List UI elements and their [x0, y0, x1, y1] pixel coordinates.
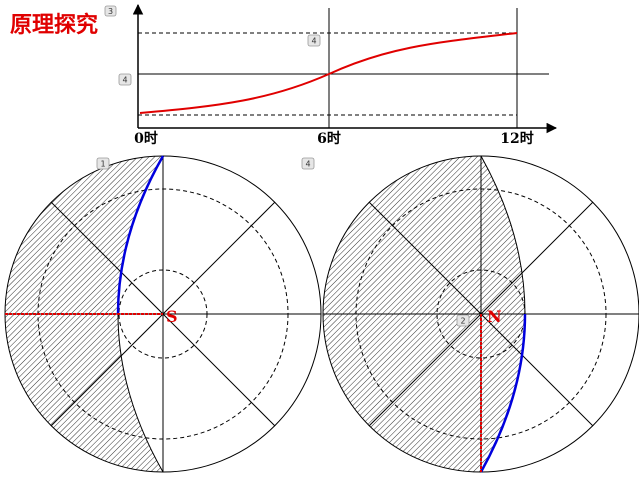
graph [132, 3, 558, 134]
svg-text:4: 4 [305, 160, 310, 169]
badge: 4 [118, 73, 132, 86]
badge: 3 [104, 5, 117, 17]
left-circle [4, 155, 322, 473]
x-label: 6时 [317, 130, 341, 147]
x-label: 12时 [500, 130, 533, 147]
title: 原理探究 [10, 12, 98, 38]
svg-text:4: 4 [122, 76, 127, 85]
x-label: 0时 [134, 130, 158, 147]
svg-text:3: 3 [108, 7, 113, 16]
badge: 2 [456, 314, 470, 327]
svg-text:1: 1 [100, 160, 105, 169]
right-circle [322, 155, 639, 473]
pole-label: S [166, 307, 178, 326]
svg-text:2: 2 [460, 317, 465, 326]
badge: 4 [307, 34, 321, 47]
badge: 4 [301, 157, 315, 170]
pole-label: N [487, 307, 502, 326]
svg-text:4: 4 [311, 37, 316, 46]
badge: 1 [96, 157, 110, 170]
